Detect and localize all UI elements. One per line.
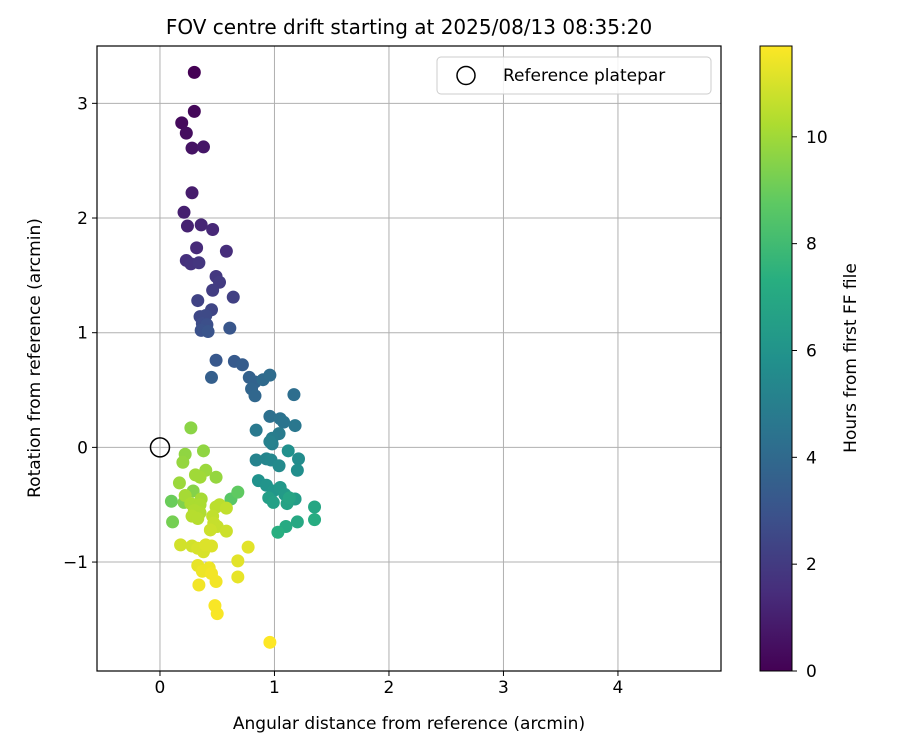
- scatter-point: [292, 452, 306, 466]
- scatter-point: [231, 570, 245, 584]
- scatter-point: [266, 495, 280, 509]
- scatter-point: [201, 325, 215, 339]
- scatter-point: [179, 126, 193, 140]
- scatter-point: [192, 256, 206, 270]
- y-axis-label: Rotation from reference (arcmin): [25, 218, 45, 498]
- scatter-point: [210, 607, 224, 621]
- scatter-point: [187, 65, 201, 79]
- scatter-point: [172, 476, 186, 490]
- scatter-point: [203, 523, 217, 537]
- legend: Reference platepar: [436, 56, 712, 95]
- scatter-point: [196, 140, 210, 154]
- scatter-point: [190, 241, 204, 255]
- scatter-point: [271, 525, 285, 539]
- scatter-point: [263, 635, 277, 649]
- scatter-point: [290, 463, 304, 477]
- x-tick-label: 3: [498, 678, 509, 698]
- scatter-point: [206, 222, 220, 236]
- scatter-point: [231, 554, 245, 568]
- scatter-point: [174, 538, 188, 552]
- chart-title: FOV centre drift starting at 2025/08/13 …: [166, 15, 652, 39]
- colorbar-tick-label: 8: [806, 235, 817, 255]
- scatter-point: [185, 141, 199, 155]
- scatter-point: [164, 494, 178, 508]
- scatter-point: [308, 500, 322, 514]
- colorbar-tick-label: 4: [806, 448, 817, 468]
- scatter-point: [193, 470, 207, 484]
- plot-frame: [96, 45, 722, 672]
- scatter-point: [185, 186, 199, 200]
- y-tick-label: 0: [77, 438, 88, 458]
- scatter-point: [235, 358, 249, 372]
- y-tick-label: 1: [77, 324, 88, 344]
- scatter-point: [226, 290, 240, 304]
- colorbar-tick-label: 0: [806, 662, 817, 682]
- scatter-point: [209, 575, 223, 589]
- colorbar-gradient: [759, 45, 793, 672]
- colorbar: 0 2 4 6 8 10 Hours from first FF file: [759, 45, 861, 682]
- scatter-point: [166, 515, 180, 529]
- scatter-point: [206, 283, 220, 297]
- scatter-point: [308, 513, 322, 527]
- scatter-point: [204, 370, 218, 384]
- scatter-point: [184, 421, 198, 435]
- scatter-point: [249, 453, 263, 467]
- colorbar-tick-label: 10: [806, 128, 828, 148]
- legend-marker-reference: [456, 65, 476, 86]
- scatter-point: [219, 244, 233, 258]
- colorbar-tick-label: 2: [806, 555, 817, 575]
- scatter-point: [175, 116, 189, 130]
- x-tick-label: 0: [155, 678, 166, 698]
- legend-label-reference: Reference platepar: [503, 66, 665, 86]
- scatter-point: [209, 470, 223, 484]
- y-tick-label: 2: [77, 209, 88, 229]
- scatter-point: [191, 294, 205, 308]
- scatter-point: [272, 459, 286, 473]
- y-tick-label: 3: [77, 94, 88, 114]
- scatter-point: [241, 540, 255, 554]
- grid-layer: [97, 46, 721, 671]
- scatter-point: [191, 511, 205, 525]
- scatter-point: [196, 444, 210, 458]
- scatter-point: [177, 205, 191, 219]
- points-layer: [149, 65, 322, 649]
- x-tick-label: 4: [613, 678, 624, 698]
- scatter-point: [248, 389, 262, 403]
- colorbar-label: Hours from first FF file: [841, 263, 861, 453]
- scatter-point: [263, 368, 277, 382]
- scatter-point: [219, 524, 233, 538]
- x-tick-label: 1: [269, 678, 280, 698]
- scatter-point: [287, 388, 301, 402]
- scatter-point: [231, 485, 245, 499]
- reference-marker: [149, 437, 171, 458]
- y-tick-label: −1: [63, 553, 88, 573]
- scatter-point: [187, 104, 201, 118]
- scatter-point: [281, 444, 295, 458]
- legend-box: [436, 56, 712, 95]
- scatter-point: [277, 415, 291, 429]
- scatter-point: [192, 578, 206, 592]
- scatter-point: [282, 491, 296, 505]
- colorbar-ticks: 0 2 4 6 8 10: [792, 128, 828, 682]
- scatter-point: [219, 501, 233, 515]
- scatter-point: [199, 538, 213, 552]
- scatter-point: [180, 219, 194, 233]
- scatter-point: [194, 218, 208, 232]
- scatter-point: [223, 321, 237, 335]
- scatter-point: [249, 423, 263, 437]
- ticks-layer: 0 1 2 3 4 −1 0 1 2 3: [63, 94, 623, 698]
- scatter-point: [290, 515, 304, 529]
- colorbar-tick-label: 6: [806, 341, 817, 361]
- scatter-point: [263, 409, 277, 423]
- x-axis-label: Angular distance from reference (arcmin): [233, 714, 585, 734]
- scatter-point: [176, 455, 190, 469]
- scatter-point: [209, 353, 223, 367]
- scatter-point: [263, 435, 277, 449]
- x-tick-label: 2: [384, 678, 395, 698]
- scatter-point: [288, 419, 302, 433]
